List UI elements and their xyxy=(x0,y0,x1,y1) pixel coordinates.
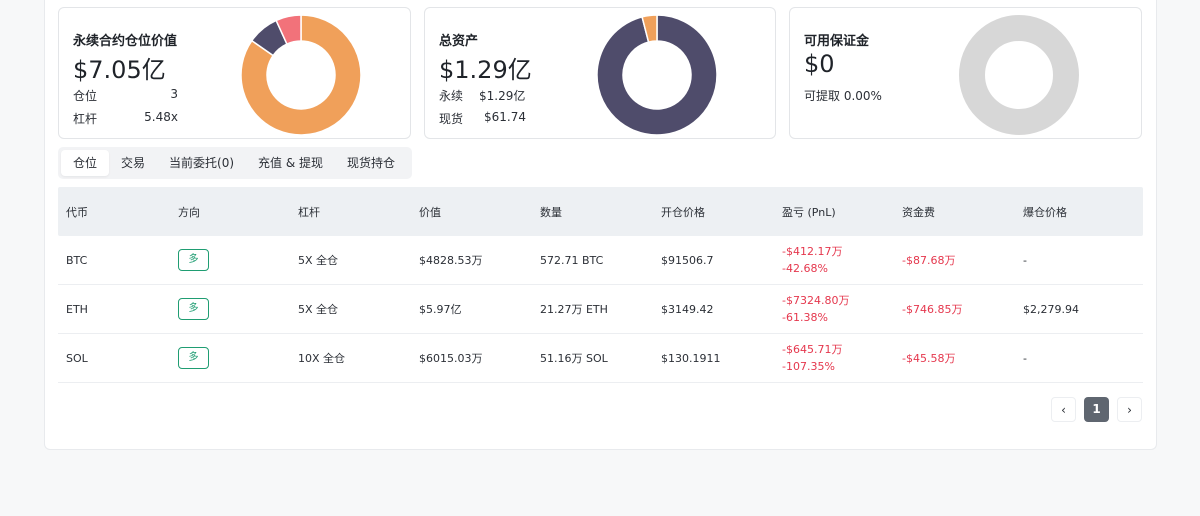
liquidation-price-cell: - xyxy=(1023,253,1027,267)
side-cell: 多 xyxy=(178,249,298,271)
card-row-spot: 现货 $61.74 xyxy=(439,110,526,127)
pnl-cell: -$412.17万 -42.68% xyxy=(782,243,902,277)
row-value: $61.74 xyxy=(484,110,526,124)
leverage-cell: 10X 全仓 xyxy=(298,352,346,365)
quantity-cell: 21.27万 ETH xyxy=(540,303,608,316)
page-1-button[interactable]: 1 xyxy=(1084,397,1109,422)
side-cell: 多 xyxy=(178,347,298,369)
tab-positions[interactable]: 仓位 xyxy=(61,150,110,176)
header-value[interactable]: 价值 xyxy=(419,205,441,219)
donut-segment-永续[interactable] xyxy=(596,14,718,136)
funding-cell: -$45.58万 xyxy=(902,352,956,365)
card-row-leverage: 杠杆 5.48x xyxy=(73,110,178,127)
header-quantity[interactable]: 数量 xyxy=(540,205,562,219)
row-value: $1.29亿 xyxy=(479,89,526,103)
card-row-perp: 永续 $1.29亿 xyxy=(439,87,525,104)
tab-trades[interactable]: 交易 xyxy=(121,156,146,170)
header-liquidation-price[interactable]: 爆仓价格 xyxy=(1023,205,1067,219)
table-row[interactable]: SOL 多 10X 全仓 $6015.03万 51.16万 SOL $130.1… xyxy=(58,334,1143,383)
total-assets-card: 总资产 $1.29亿 永续 $1.29亿 现货 $61.74 xyxy=(424,7,776,139)
card-value: $1.29亿 xyxy=(439,56,532,84)
liquidation-price-cell: $2,279.94 xyxy=(1023,302,1079,316)
value-cell: $5.97亿 xyxy=(419,303,462,316)
row-label: 现货 xyxy=(439,112,464,126)
table-row[interactable]: ETH 多 5X 全仓 $5.97亿 21.27万 ETH $3149.42 -… xyxy=(58,285,1143,334)
header-entry-price[interactable]: 开仓价格 xyxy=(661,205,705,219)
card-value: $7.05亿 xyxy=(73,56,166,84)
position-donut-chart xyxy=(240,14,362,136)
value-cell: $6015.03万 xyxy=(419,352,483,365)
quantity-cell: 51.16万 SOL xyxy=(540,352,608,365)
table-header: 代币 方向 杠杆 价值 数量 开仓价格 盈亏 (PnL) 资金费 爆仓价格 xyxy=(58,187,1143,236)
entry-price-cell: $130.1911 xyxy=(661,351,721,365)
liquidation-price-cell: - xyxy=(1023,351,1027,365)
long-badge: 多 xyxy=(178,298,209,320)
pnl-percent: -42.68% xyxy=(782,262,828,275)
card-title: 总资产 xyxy=(439,34,479,49)
next-page-button[interactable]: › xyxy=(1117,397,1142,422)
tab-spot-holdings[interactable]: 现货持仓 xyxy=(347,156,396,170)
card-row-positions: 仓位 3 xyxy=(73,87,178,104)
pnl-cell: -$7324.80万 -61.38% xyxy=(782,292,902,326)
entry-price-cell: $91506.7 xyxy=(661,253,714,267)
margin-donut-chart xyxy=(959,15,1079,135)
entry-price-cell: $3149.42 xyxy=(661,302,714,316)
pnl-cell: -$645.71万 -107.35% xyxy=(782,341,902,375)
pnl-percent: -107.35% xyxy=(782,360,835,373)
section-tabs: 仓位 交易 当前委托(0) 充值 & 提现 现货持仓 xyxy=(58,147,412,179)
donut-segment-btc[interactable] xyxy=(275,14,302,46)
card-value: $0 xyxy=(804,50,835,78)
pnl-amount: -$7324.80万 xyxy=(782,294,850,307)
card-title: 永续合约仓位价值 xyxy=(73,34,178,49)
donut-segment-eth[interactable] xyxy=(240,14,362,136)
row-value: 5.48x xyxy=(144,110,178,124)
coin-cell: ETH xyxy=(66,302,88,316)
donut-segment-现货[interactable] xyxy=(641,14,658,43)
tab-open-orders[interactable]: 当前委托(0) xyxy=(169,156,235,170)
pnl-percent: -61.38% xyxy=(782,311,828,324)
side-cell: 多 xyxy=(178,298,298,320)
value-cell: $4828.53万 xyxy=(419,254,483,267)
positions-table: 代币 方向 杠杆 价值 数量 开仓价格 盈亏 (PnL) 资金费 爆仓价格 BT… xyxy=(58,187,1143,383)
row-value: 3 xyxy=(170,87,178,101)
header-leverage[interactable]: 杠杆 xyxy=(298,205,320,219)
available-margin-card: 可用保证金 $0 可提取 0.00% xyxy=(789,7,1142,139)
pnl-amount: -$645.71万 xyxy=(782,343,843,356)
donut-segment-empty[interactable] xyxy=(959,15,1079,135)
header-coin[interactable]: 代币 xyxy=(66,205,88,219)
leverage-cell: 5X 全仓 xyxy=(298,254,339,267)
leverage-cell: 5X 全仓 xyxy=(298,303,339,316)
header-side[interactable]: 方向 xyxy=(178,205,200,219)
row-label: 仓位 xyxy=(73,89,98,103)
long-badge: 多 xyxy=(178,347,209,369)
row-label: 杠杆 xyxy=(73,112,98,126)
long-badge: 多 xyxy=(178,249,209,271)
pnl-amount: -$412.17万 xyxy=(782,245,843,258)
header-pnl[interactable]: 盈亏 (PnL) xyxy=(782,205,836,219)
funding-cell: -$746.85万 xyxy=(902,303,963,316)
row-label: 可提取 0.00% xyxy=(804,89,882,103)
perp-position-value-card: 永续合约仓位价值 $7.05亿 仓位 3 杠杆 5.48x xyxy=(58,7,411,139)
row-label: 永续 xyxy=(439,89,464,103)
assets-donut-chart xyxy=(596,14,718,136)
prev-page-button[interactable]: ‹ xyxy=(1051,397,1076,422)
funding-cell: -$87.68万 xyxy=(902,254,956,267)
card-row-withdrawable: 可提取 0.00% xyxy=(804,87,882,104)
tab-deposit-withdraw[interactable]: 充值 & 提现 xyxy=(258,156,324,170)
coin-cell: SOL xyxy=(66,351,88,365)
table-row[interactable]: BTC 多 5X 全仓 $4828.53万 572.71 BTC $91506.… xyxy=(58,236,1143,285)
card-title: 可用保证金 xyxy=(804,34,870,49)
coin-cell: BTC xyxy=(66,253,88,267)
header-funding[interactable]: 资金费 xyxy=(902,205,935,219)
quantity-cell: 572.71 BTC xyxy=(540,253,604,267)
